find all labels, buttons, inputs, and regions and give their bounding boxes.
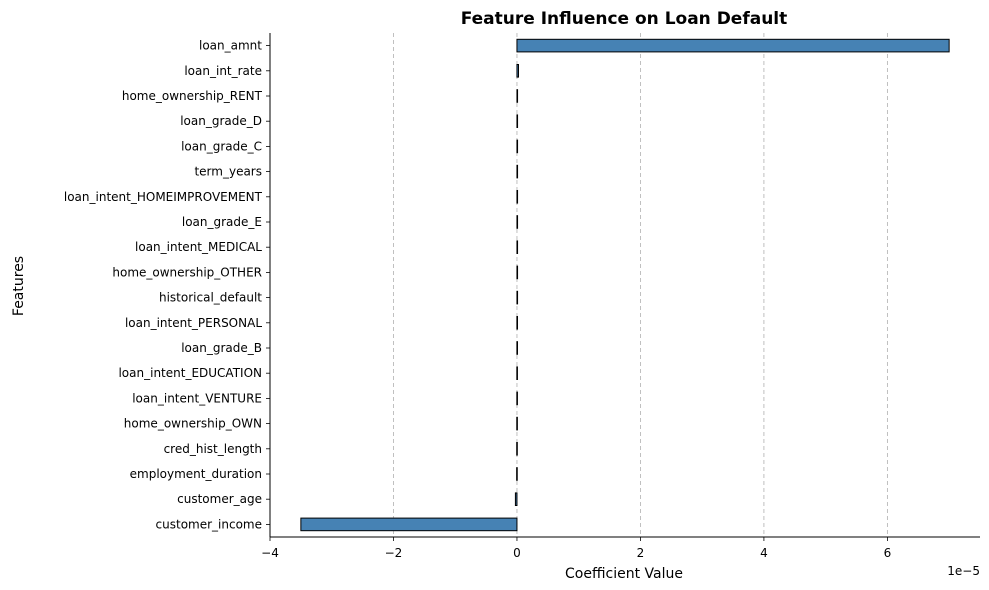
- y-tick-label: loan_intent_HOMEIMPROVEMENT: [64, 190, 263, 204]
- y-tick-labels: loan_amnt loan_int_rate home_ownership_REN…: [64, 39, 270, 531]
- x-tick-label: −4: [261, 546, 279, 560]
- bar: [516, 366, 518, 380]
- x-axis-title: Coefficient Value: [565, 566, 683, 582]
- x-tick-label: −2: [385, 546, 403, 560]
- bar: [516, 89, 519, 103]
- bar: [516, 391, 518, 406]
- bar: [516, 164, 519, 179]
- y-tick-label: loan_intent_PERSONAL: [125, 316, 262, 330]
- bar: [516, 64, 520, 78]
- y-tick-label: loan_intent_VENTURE: [132, 391, 262, 405]
- y-tick-label: home_ownership_OTHER: [112, 265, 262, 279]
- y-tick-label: loan_grade_C: [181, 139, 262, 153]
- y-tick-label: term_years: [194, 165, 262, 179]
- bar: [516, 290, 519, 305]
- y-tick-label: historical_default: [159, 291, 262, 305]
- bar: [516, 265, 519, 280]
- bar: [516, 215, 519, 229]
- y-tick-label: loan_grade_B: [181, 341, 262, 355]
- bar: [516, 341, 518, 355]
- y-tick-label: loan_amnt: [199, 39, 262, 53]
- y-tick-label: loan_intent_MEDICAL: [135, 240, 262, 254]
- y-tick-label: customer_income: [156, 517, 262, 531]
- bar: [516, 467, 518, 481]
- bar: [516, 316, 518, 330]
- y-tick-label: home_ownership_RENT: [122, 89, 263, 103]
- y-tick-label: loan_intent_EDUCATION: [118, 366, 262, 380]
- bar: [516, 38, 950, 53]
- chart-title: Feature Influence on Loan Default: [461, 9, 788, 29]
- bar: [514, 492, 518, 506]
- grid-lines: [269, 33, 888, 537]
- y-tick-label: employment_duration: [130, 467, 262, 481]
- bar: [516, 240, 519, 254]
- y-tick-label: loan_grade_D: [180, 114, 262, 128]
- bar: [516, 139, 519, 154]
- bar: [516, 190, 519, 204]
- axes: [269, 33, 980, 538]
- y-tick-label: cred_hist_length: [164, 442, 262, 456]
- x-tick-labels: −4 −2 0 2 4 6: [261, 537, 891, 560]
- x-offset-label: 1e−5: [947, 564, 980, 578]
- x-tick-label: 4: [760, 546, 768, 560]
- bar: [516, 416, 518, 431]
- bars: [300, 38, 950, 532]
- y-axis-title: Features: [11, 256, 27, 316]
- bar: [516, 442, 518, 456]
- x-tick-label: 6: [884, 546, 892, 560]
- x-tick-label: 0: [513, 546, 521, 560]
- bar: [300, 517, 518, 532]
- x-tick-label: 2: [637, 546, 645, 560]
- bar: [516, 114, 519, 129]
- y-tick-label: loan_int_rate: [184, 64, 262, 78]
- y-tick-label: customer_age: [177, 492, 262, 506]
- y-tick-label: loan_grade_E: [182, 215, 262, 229]
- y-tick-label: home_ownership_OWN: [124, 417, 262, 431]
